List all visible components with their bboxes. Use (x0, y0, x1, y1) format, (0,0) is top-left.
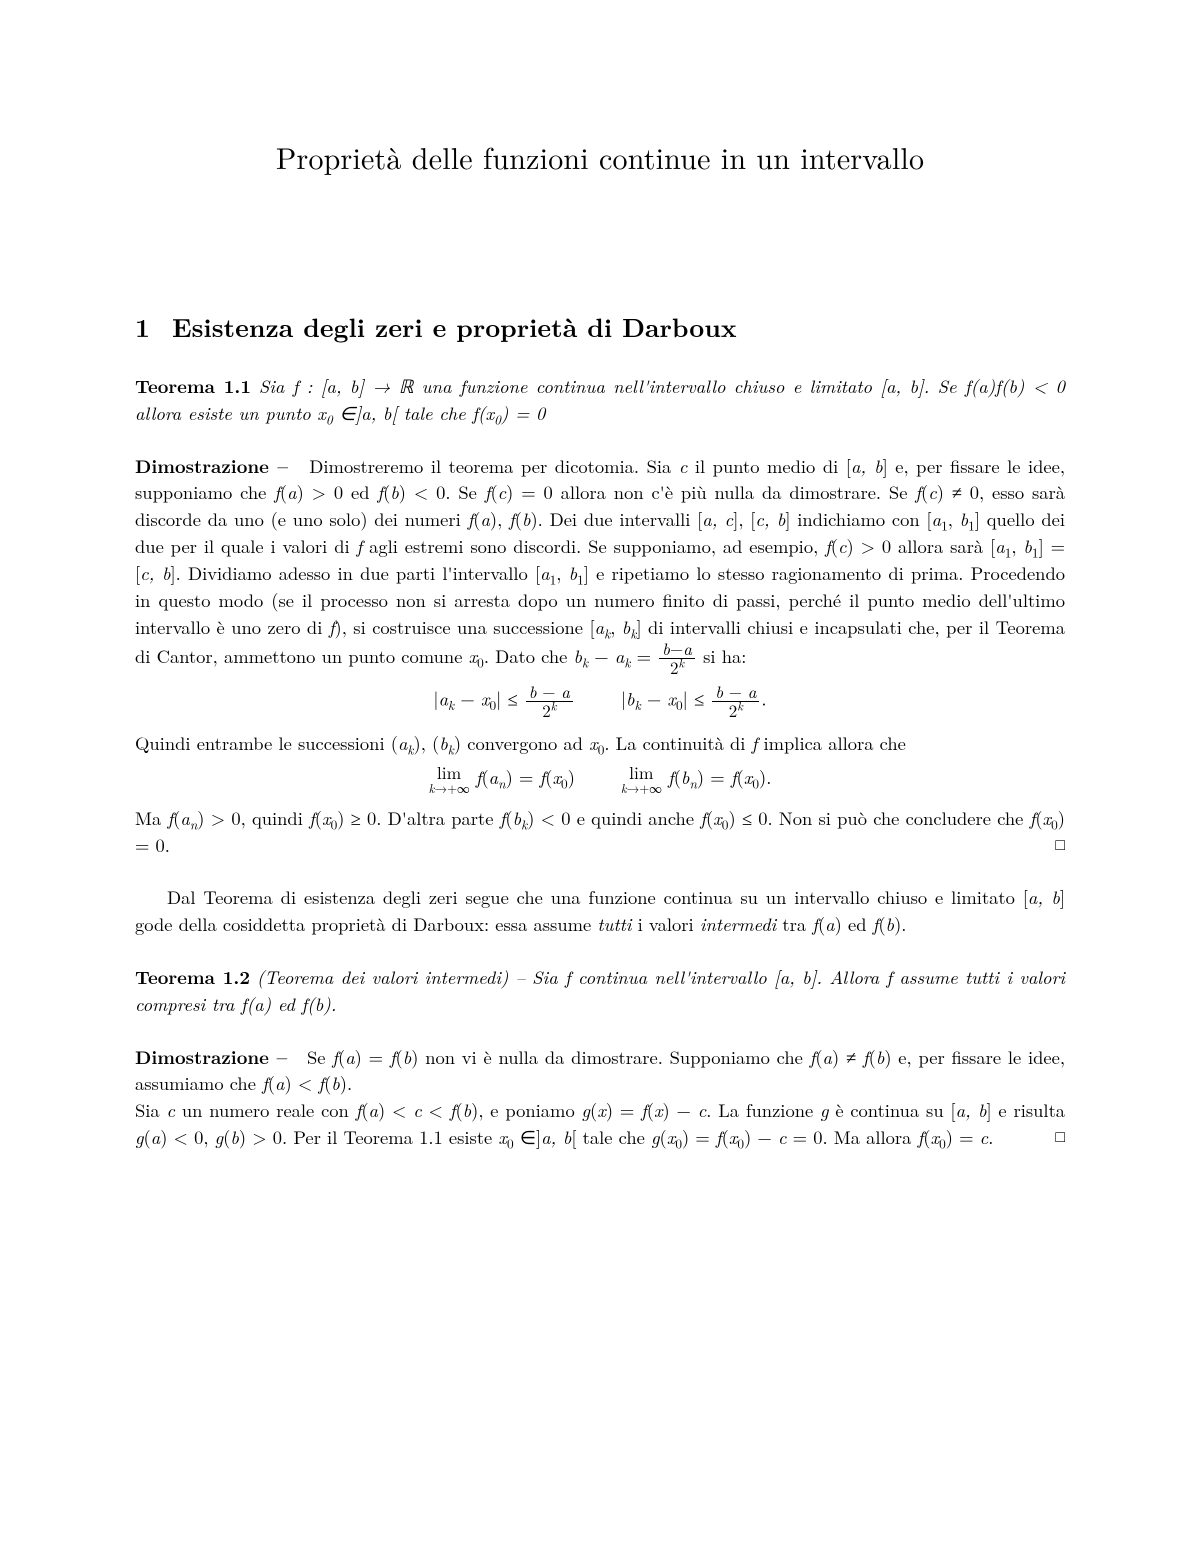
theorem-1-1: Teorema 1.1 Sia f : [a, b] → ℝ una funzi… (135, 373, 1065, 427)
section-number: 1 (135, 308, 150, 345)
theorem-text: Sia f : [a, b] → ℝ una funzione continua… (135, 373, 1065, 426)
display-equation: |ak − x0| ≤ b − a2k|bk − x0| ≤ b − a2k. (135, 683, 1065, 720)
section-title: Esistenza degli zeri e proprietà di Darb… (172, 308, 737, 345)
qed-symbol: □ (1055, 1124, 1065, 1147)
proof-1-1: Dimostrazione – Dimostreremo il teorema … (135, 453, 1065, 859)
proof-1-2: Dimostrazione – Se f(a) = f(b) non vi è … (135, 1044, 1065, 1151)
document-page: Proprietà delle funzioni continue in un … (0, 0, 1200, 1553)
paragraph-darboux: Dal Teorema di esistenza degli zeri segu… (135, 884, 1065, 938)
proof-paragraph: Sia c un numero reale con f(a) < c < f(b… (135, 1097, 1065, 1150)
proof-label: Dimostrazione – (135, 453, 288, 479)
theorem-1-2: Teorema 1.2 (Teorema dei valori intermed… (135, 964, 1065, 1018)
proof-paragraph: Quindi entrambe le successioni (ak), (bk… (135, 730, 906, 756)
proof-label: Dimostrazione – (135, 1044, 287, 1070)
document-title: Proprietà delle funzioni continue in un … (135, 135, 1065, 178)
theorem-label: Teorema 1.2 (135, 964, 250, 990)
section-heading: 1 Esistenza degli zeri e proprietà di Dar… (135, 308, 1065, 345)
proof-paragraph: Dimostreremo il teorema per dicotomia. S… (135, 453, 1065, 669)
display-equation: limk→+∞ f(an) = f(x0)limk→+∞ f(bn) = f(x… (135, 763, 1065, 795)
theorem-subtitle: (Teorema dei valori intermedi) – (257, 964, 525, 990)
theorem-label: Teorema 1.1 (135, 373, 251, 399)
proof-paragraph: Ma f(an) > 0, quindi f(x0) ≥ 0. D'altra … (135, 805, 1065, 858)
qed-symbol: □ (1055, 832, 1065, 855)
